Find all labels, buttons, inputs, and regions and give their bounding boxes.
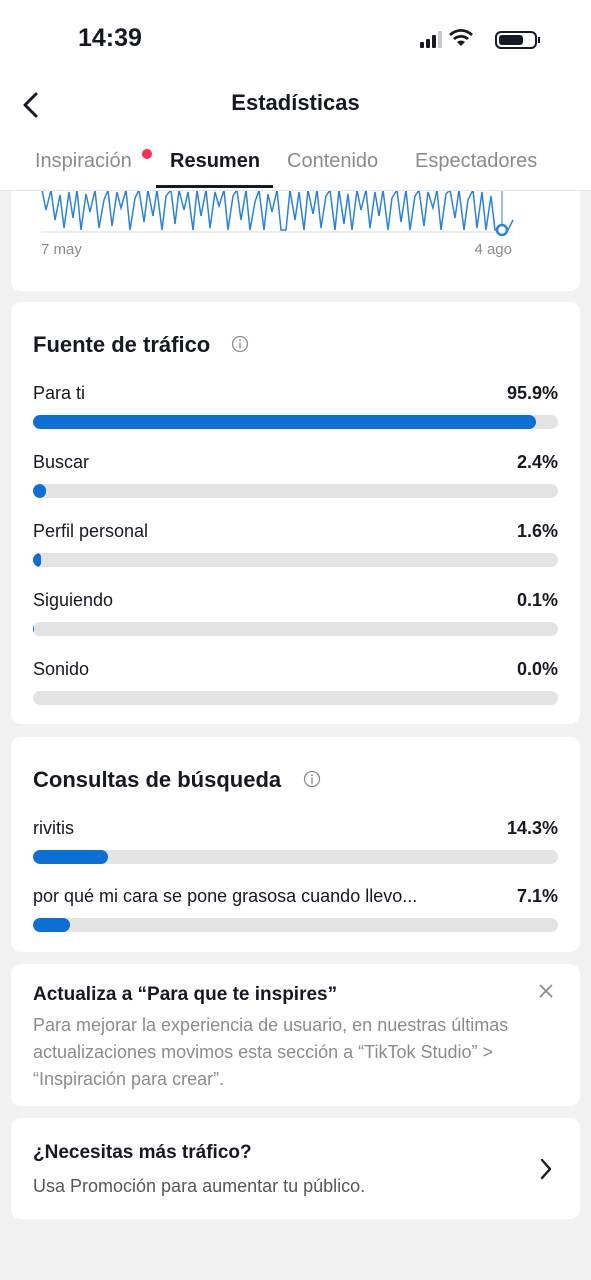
notice-body: Para mejorar la experiencia de usuario, … [33,1015,509,1089]
promotion-card[interactable]: ¿Necesitas más tráfico? Usa Promoción pa… [11,1118,580,1219]
chevron [540,1158,552,1180]
section-title: Fuente de tráfico [33,332,211,357]
top-bar: 14:39 Estadísticas Inspiración Resumen C… [0,0,591,191]
row-label: Siguiendo [33,590,114,610]
row-label: Buscar [33,452,90,472]
row-value: 14.3% [506,818,558,838]
bar-track [33,484,558,498]
bar [33,553,42,567]
notification-dot [142,149,152,159]
tab[interactable]: Espectadores [415,150,538,172]
row-value: 1.6% [516,521,558,541]
bar-track [33,415,558,429]
bar-track [33,622,558,636]
bar [33,484,46,498]
tab-indicator [156,185,273,188]
bar [33,850,109,864]
status-time: 14:39 [78,24,142,52]
section-title: Consultas de búsqueda [33,767,282,792]
bar-track [33,553,558,567]
row-label: Para ti [33,383,86,403]
row-label: Sonido [33,659,90,679]
notice-title: Actualiza a “Para que te inspires” [33,984,338,1005]
page-title: Estadísticas [231,90,360,115]
info-icon[interactable] [303,770,321,788]
x-axis-label: 4 ago [474,241,512,258]
row-value: 0.1% [516,590,558,610]
x-axis-label: 7 may [41,241,82,258]
row-value: 2.4% [516,452,558,472]
bar-track [33,918,558,932]
tab[interactable]: Contenido [287,150,379,172]
bar-track [33,850,558,864]
bar [33,918,71,932]
row-value: 7.1% [516,886,558,906]
row-value: 0.0% [516,659,558,679]
traffic-card: Fuente de tráfico Para ti 95.9% Buscar 2.4%… [11,302,580,724]
info-icon[interactable] [231,335,249,353]
promo-subtitle: Usa Promoción para aumentar tu público. [33,1176,366,1196]
promo-title: ¿Necesitas más tráfico? [33,1142,252,1163]
row-label: por qué mi cara se pone grasosa cuando l… [33,886,418,906]
tab[interactable]: Inspiración [35,150,132,172]
close-button[interactable] [538,983,554,999]
back-button[interactable] [20,92,44,118]
tab[interactable]: Resumen [170,150,261,172]
queries-card: Consultas de búsqueda rivitis 14.3% por qu… [11,737,580,952]
bar [33,415,537,429]
row-value: 95.9% [506,383,558,403]
row-label: Perfil personal [33,521,149,541]
bar-track [33,691,558,705]
bar [33,622,34,636]
row-label: rivitis [33,818,74,838]
status-icons [420,29,540,49]
update-card: Actualiza a “Para que te inspires” Para … [11,964,580,1106]
